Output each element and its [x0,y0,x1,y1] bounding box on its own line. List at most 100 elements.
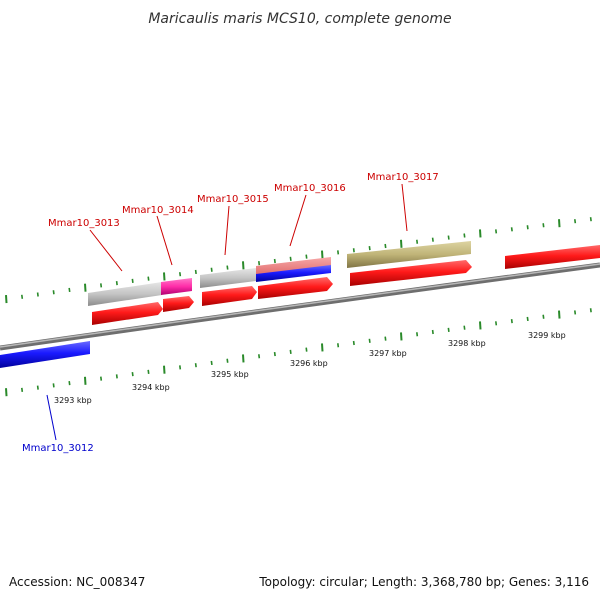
tick-mark [463,325,466,330]
map-title: Maricaulis maris MCS10, complete genome [148,11,451,27]
kbp-label: 3297 kbp [369,349,407,358]
kbp-label: 3294 kbp [132,383,170,392]
tick-mark [431,237,434,242]
genome-backbone [0,262,600,351]
tick-mark [36,292,39,297]
tick-mark [68,287,71,293]
gene-labels: Mmar10_3012 Mmar10_3013 Mmar10_3014 Mmar… [22,172,439,454]
tick-mark [131,278,134,283]
tick-mark [210,267,213,272]
tick-mark [337,250,340,255]
tick-mark [179,365,182,370]
tick-mark [21,294,24,299]
tick-mark [210,360,213,366]
tick-mark [447,235,450,240]
tick-mark [416,332,419,337]
tick-mark [352,248,355,253]
tick-mark [400,332,403,341]
tick-mark [194,363,197,368]
leader-line-Mmar10_3013 [89,229,123,272]
feature-upper-blue[interactable] [256,265,331,282]
tick-mark [147,369,150,374]
tick-mark [558,219,561,228]
tick-mark [115,374,118,379]
tick-mark [258,354,261,359]
tick-mark [84,283,87,292]
gene-label-Mmar10_3015[interactable]: Mmar10_3015 [197,194,269,205]
tick-mark [431,329,434,335]
accession-text: Accession: NC_008347 [9,575,145,589]
feature-upper-pink[interactable] [256,257,331,275]
gene-feature-Mmar10_3016[interactable] [258,277,333,299]
tick-mark [68,381,71,386]
gene-label-Mmar10_3014[interactable]: Mmar10_3014 [122,205,194,216]
kbp-label: 3295 kbp [211,370,249,379]
topology-text: Topology: circular; Length: 3,368,780 bp… [258,575,589,589]
tick-mark [21,387,24,392]
gene-label-Mmar10_3016[interactable]: Mmar10_3016 [274,183,346,194]
leader-line-Mmar10_3017 [401,183,408,232]
tick-mark [495,229,498,234]
tick-mark [447,327,450,332]
kbp-labels: 3293 kbp 3294 kbp 3295 kbp 3296 kbp 3297… [54,331,566,405]
tick-mark [321,343,324,352]
kbp-label: 3293 kbp [54,396,92,405]
tick-mark [526,316,529,322]
tick-mark [574,219,577,224]
gene-label-Mmar10_3012[interactable]: Mmar10_3012 [22,443,94,454]
tick-mark [463,233,466,238]
tick-mark [400,239,403,248]
tick-mark [52,383,55,388]
gene-feature-Mmar10_3012[interactable] [0,341,90,368]
tick-mark [100,283,103,288]
gene-label-Mmar10_3013[interactable]: Mmar10_3013 [48,218,120,229]
gene-label-Mmar10_3017[interactable]: Mmar10_3017 [367,172,439,183]
feature-upper-grey-1[interactable] [88,282,162,306]
tick-mark [289,349,292,354]
kbp-label: 3299 kbp [528,331,566,340]
feature-upper-olive[interactable] [347,241,471,268]
tick-mark [84,376,87,385]
kbp-label: 3298 kbp [448,339,486,348]
tick-mark [526,225,529,230]
tick-mark [194,269,197,275]
tick-mark [589,308,592,313]
gene-feature-right-edge[interactable] [505,245,600,269]
gene-feature-Mmar10_3017[interactable] [350,260,472,286]
tick-mark [36,385,39,390]
tick-mark [542,223,545,228]
leader-line-Mmar10_3015 [224,205,230,256]
tick-mark [258,261,261,266]
tick-mark [352,340,355,346]
tick-mark [384,243,387,249]
tick-mark [115,281,118,286]
tick-mark [558,310,561,319]
gene-label-leaders [46,183,408,441]
gene-feature-Mmar10_3015[interactable] [202,286,257,306]
feature-upper-magenta[interactable] [161,278,192,295]
genome-backbone-highlight [0,263,600,348]
tick-mark [163,365,166,374]
feature-upper-grey-2[interactable] [200,268,256,288]
tick-mark [52,290,55,295]
tick-mark [368,338,371,343]
leader-line-Mmar10_3012 [46,394,57,441]
gene-feature-Mmar10_3013[interactable] [92,302,163,325]
gene-feature-Mmar10_3014[interactable] [163,296,194,312]
tick-mark [574,310,577,315]
tick-mark [5,295,8,304]
tick-mark [305,254,308,259]
tick-mark [179,272,182,277]
leader-line-Mmar10_3014 [156,215,173,266]
tick-mark [147,276,150,281]
tick-mark [479,321,482,330]
tick-mark [495,321,498,326]
tick-mark [131,372,134,377]
tick-mark [542,314,545,319]
tick-mark [242,261,245,270]
tick-mark [479,229,482,238]
tick-mark [242,354,245,363]
tick-mark [163,272,166,281]
inner-tick-row [5,308,592,397]
